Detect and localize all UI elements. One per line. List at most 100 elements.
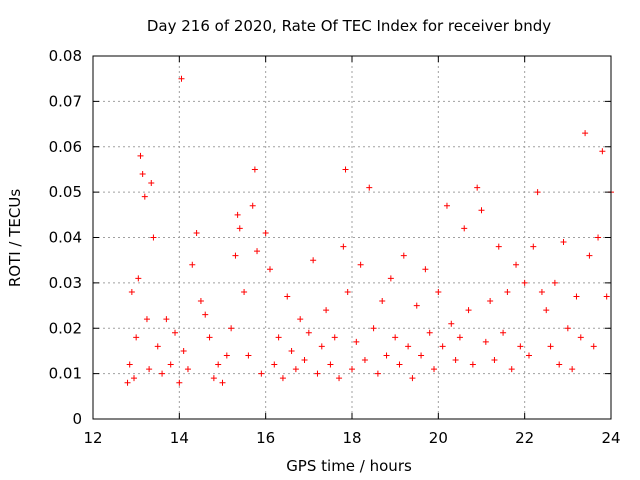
data-point xyxy=(413,302,420,309)
data-point xyxy=(331,334,338,341)
data-point xyxy=(517,343,524,350)
data-point xyxy=(569,366,576,373)
data-point xyxy=(148,180,155,187)
data-point xyxy=(245,352,252,359)
data-point xyxy=(176,379,183,386)
x-tick-label: 12 xyxy=(83,429,102,447)
grid-lines xyxy=(93,56,611,419)
data-point xyxy=(573,293,580,300)
data-point xyxy=(314,370,321,377)
data-point xyxy=(163,316,170,323)
y-tick-label: 0.07 xyxy=(49,92,82,110)
data-point xyxy=(595,234,602,241)
data-point xyxy=(143,316,150,323)
data-point xyxy=(560,239,567,246)
data-point xyxy=(139,170,146,177)
data-point xyxy=(456,334,463,341)
data-point xyxy=(215,361,222,368)
data-point xyxy=(141,193,148,200)
data-point xyxy=(487,298,494,305)
data-point xyxy=(310,257,317,264)
data-point xyxy=(422,266,429,273)
data-point xyxy=(150,234,157,241)
data-point xyxy=(318,343,325,350)
data-point xyxy=(443,202,450,209)
data-point xyxy=(228,325,235,332)
x-tick-label: 22 xyxy=(515,429,534,447)
data-point xyxy=(448,320,455,327)
axis-ticks xyxy=(92,55,612,420)
y-tick-label: 0.05 xyxy=(49,183,82,201)
data-point xyxy=(349,366,355,373)
data-point xyxy=(409,375,416,382)
data-points xyxy=(124,75,614,386)
data-point xyxy=(586,252,593,259)
data-point xyxy=(500,329,507,336)
data-point xyxy=(167,361,174,368)
data-point xyxy=(340,243,347,250)
data-point xyxy=(323,307,330,314)
data-point xyxy=(379,298,386,305)
data-point xyxy=(232,252,239,259)
data-point xyxy=(159,370,166,377)
data-point xyxy=(126,361,133,368)
data-point xyxy=(344,288,351,295)
data-point xyxy=(590,343,597,350)
data-point xyxy=(288,347,295,354)
data-point xyxy=(135,275,142,282)
data-point xyxy=(599,148,606,155)
data-point xyxy=(241,288,248,295)
data-point xyxy=(439,343,446,350)
data-point xyxy=(353,338,360,345)
data-point xyxy=(534,189,541,196)
data-point xyxy=(513,261,520,268)
y-tick-label: 0.03 xyxy=(49,274,82,292)
data-point xyxy=(495,243,502,250)
y-axis-tick-labels: 0 0.01 0.02 0.03 0.04 0.05 0.06 0.07 0.08 xyxy=(49,47,82,428)
data-point xyxy=(521,279,528,286)
data-point xyxy=(435,288,442,295)
data-point xyxy=(508,366,515,373)
data-point xyxy=(236,225,243,232)
data-point xyxy=(491,357,498,364)
y-tick-label: 0.04 xyxy=(49,229,82,247)
data-point xyxy=(301,357,308,364)
data-point xyxy=(564,325,571,332)
data-point xyxy=(525,352,532,359)
data-point xyxy=(258,370,265,377)
data-point xyxy=(133,334,140,341)
data-point xyxy=(131,375,138,382)
data-point xyxy=(361,357,368,364)
data-point xyxy=(396,361,403,368)
data-point xyxy=(305,329,312,336)
data-point xyxy=(603,293,610,300)
data-point xyxy=(172,329,179,336)
data-point xyxy=(431,366,438,373)
data-point xyxy=(327,361,334,368)
data-point xyxy=(461,225,468,232)
data-point xyxy=(342,166,349,173)
data-point xyxy=(210,375,217,382)
data-point xyxy=(426,329,433,336)
y-tick-label: 0.02 xyxy=(49,319,82,337)
data-point xyxy=(219,379,226,386)
data-point xyxy=(383,352,390,359)
data-point xyxy=(357,261,364,268)
data-point xyxy=(556,361,563,368)
data-point xyxy=(392,334,399,341)
data-point xyxy=(251,166,258,173)
data-point xyxy=(538,288,545,295)
data-point xyxy=(206,334,213,341)
data-point xyxy=(374,370,381,377)
data-point xyxy=(180,347,187,354)
data-point xyxy=(197,298,204,305)
data-point xyxy=(400,252,407,259)
data-point xyxy=(184,366,191,373)
y-tick-label: 0.01 xyxy=(49,365,82,383)
x-tick-label: 16 xyxy=(256,429,275,447)
data-point xyxy=(577,334,584,341)
data-point xyxy=(387,275,394,282)
data-point xyxy=(336,375,343,382)
y-tick-label: 0.06 xyxy=(49,138,82,156)
